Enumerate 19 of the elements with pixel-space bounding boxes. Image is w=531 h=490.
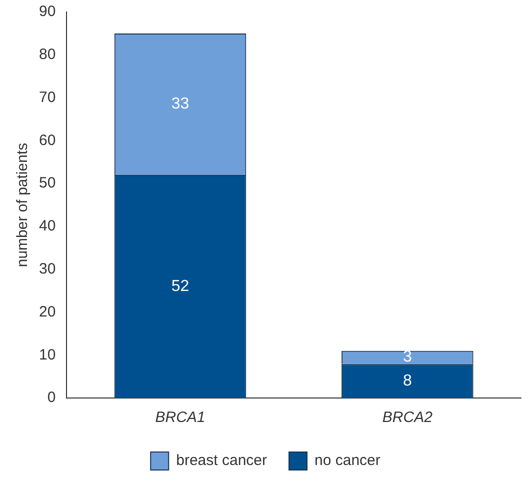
data-label: 33 [171,96,190,113]
data-label: 52 [171,278,190,295]
y-tick-label: 30 [38,260,56,278]
y-tick-label: 20 [38,303,56,320]
y-tick-label: 60 [38,132,56,149]
legend-label: no cancer [314,452,380,470]
y-tick-label: 70 [38,88,56,106]
legend-label: breast cancer [176,452,268,470]
data-label: 8 [402,372,412,390]
y-tick-label: 90 [38,3,56,20]
x-tick-label: BRCA2 [382,409,434,426]
y-tick-label: 40 [38,218,56,235]
data-label: 3 [402,348,412,366]
y-tick-label: 50 [38,174,56,192]
x-tick-label: BRCA1 [155,409,206,426]
y-axis-title: number of patients [14,142,32,268]
y-tick-label: 0 [47,389,56,406]
y-tick-label: 80 [38,46,56,64]
y-tick-label: 10 [38,346,56,364]
